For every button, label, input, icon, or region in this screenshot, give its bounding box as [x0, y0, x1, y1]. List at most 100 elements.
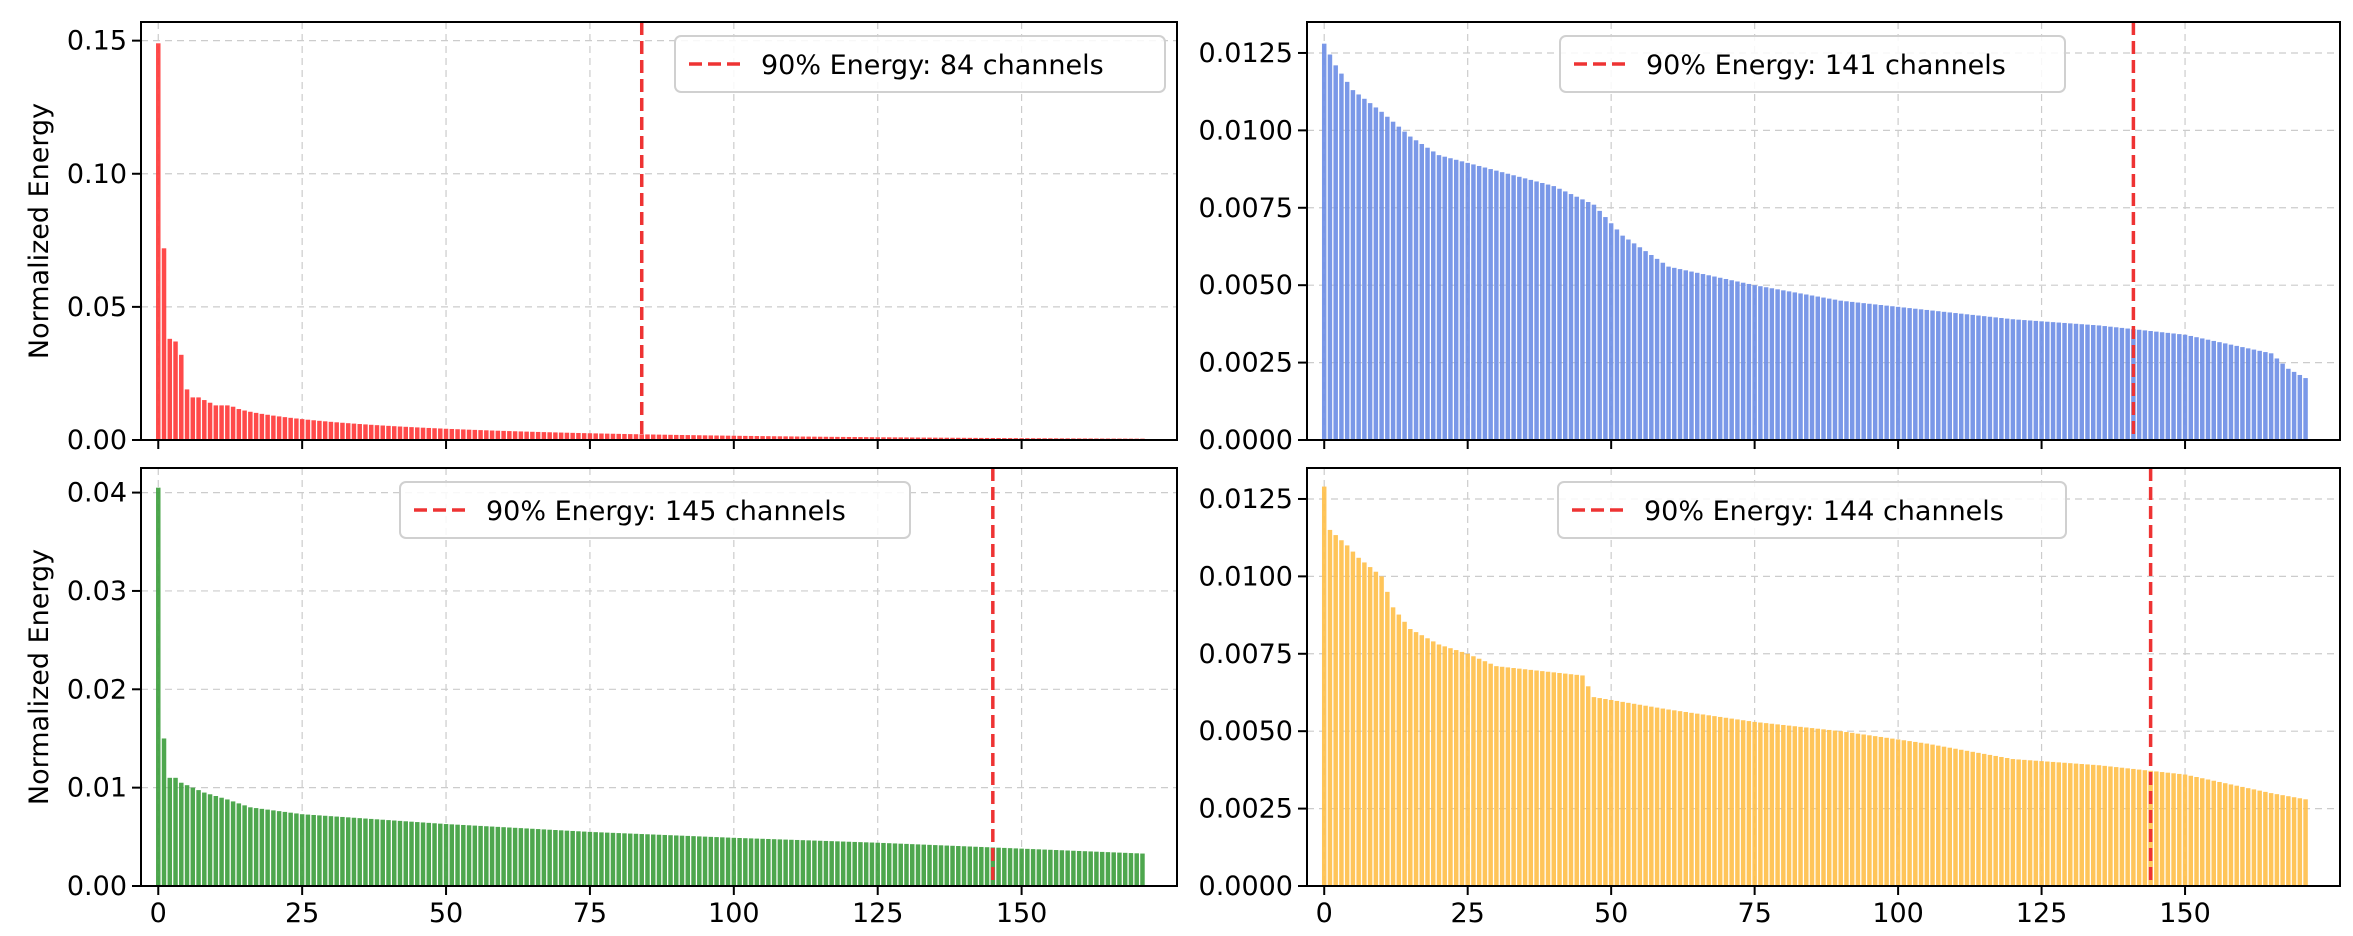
bar — [1999, 318, 2004, 440]
bar — [1895, 739, 1901, 886]
x-tick-label: 125 — [2016, 898, 2068, 929]
bar — [1700, 274, 1706, 440]
bar — [530, 828, 535, 886]
bar — [1499, 172, 1505, 441]
x-tick-label: 25 — [285, 898, 319, 929]
bar — [1344, 81, 1350, 440]
bar — [248, 807, 253, 886]
bar — [1712, 716, 1717, 886]
bar — [1511, 668, 1516, 886]
bar — [466, 825, 472, 886]
bar — [1792, 726, 1798, 886]
bar — [1832, 299, 1838, 440]
bar — [823, 840, 829, 886]
bar — [771, 436, 777, 440]
bar — [1660, 262, 1666, 440]
bar — [495, 826, 501, 886]
bar — [472, 825, 478, 886]
bar — [1844, 732, 1849, 886]
bar — [455, 824, 460, 886]
bar — [253, 808, 259, 886]
bar — [219, 797, 224, 886]
axes-frame — [1306, 467, 2341, 887]
bars — [156, 487, 1145, 886]
bar — [2125, 328, 2130, 440]
bar — [760, 436, 765, 440]
bar — [495, 430, 501, 440]
bar — [535, 829, 541, 886]
bar — [2004, 758, 2010, 886]
bar — [1809, 728, 1815, 886]
bar — [432, 823, 437, 886]
bar — [1482, 661, 1488, 886]
bar — [1356, 557, 1361, 886]
bar — [1448, 648, 1453, 886]
bar — [777, 839, 783, 886]
bar — [1413, 632, 1419, 886]
bar — [702, 435, 708, 440]
bar — [933, 437, 938, 440]
bar — [553, 432, 558, 440]
bar — [294, 813, 299, 886]
bar — [1356, 94, 1361, 440]
bar — [345, 817, 351, 886]
bar — [173, 341, 178, 440]
bar — [2125, 768, 2130, 886]
legend-label: 90% Energy: 145 channels — [486, 496, 846, 527]
bar — [1431, 151, 1436, 441]
bar — [1408, 136, 1413, 440]
bar — [1540, 183, 1545, 441]
bar — [391, 820, 397, 886]
bar — [1603, 699, 1608, 886]
bar — [679, 435, 685, 440]
bar — [1551, 186, 1557, 440]
bar — [1065, 850, 1070, 886]
bar — [1746, 721, 1752, 886]
bar — [2274, 794, 2280, 886]
bar — [351, 817, 357, 886]
bar — [2136, 329, 2142, 440]
bar — [1321, 486, 1327, 886]
bar — [2016, 759, 2021, 886]
bar — [2211, 780, 2216, 886]
bar — [2050, 322, 2056, 440]
bar — [1723, 278, 1729, 440]
bar — [2073, 763, 2079, 886]
bar — [524, 431, 529, 440]
bar — [225, 799, 230, 886]
bar — [1884, 737, 1889, 886]
bar — [2245, 788, 2251, 886]
bar — [409, 821, 414, 886]
bar — [1993, 755, 1998, 886]
bar — [2228, 784, 2234, 886]
bar — [1683, 270, 1689, 440]
bar — [415, 822, 420, 886]
bar — [461, 824, 466, 886]
y-tick-label: 0.04 — [67, 478, 127, 509]
legend: 90% Energy: 144 channels — [1557, 481, 2067, 539]
bar — [702, 836, 708, 886]
bar — [1953, 313, 1958, 440]
bar — [2119, 767, 2125, 886]
bar — [720, 435, 725, 440]
y-tick-label: 0.0100 — [1199, 561, 1293, 592]
bar — [1327, 54, 1333, 441]
bar — [794, 436, 800, 440]
bar — [610, 832, 616, 886]
bar — [512, 431, 518, 440]
bar — [1534, 670, 1539, 886]
bar — [720, 837, 725, 886]
bar — [489, 826, 495, 886]
bar — [599, 832, 604, 886]
bar — [1993, 317, 1998, 440]
bar — [2090, 764, 2096, 886]
bar — [1631, 243, 1637, 440]
bar — [1924, 309, 1930, 440]
bar — [1976, 315, 1981, 440]
bar — [173, 777, 178, 886]
bar — [374, 425, 380, 440]
y-tick-label: 0.00 — [67, 871, 127, 902]
bar — [1689, 712, 1694, 886]
bar — [380, 819, 385, 886]
bar — [754, 838, 760, 886]
